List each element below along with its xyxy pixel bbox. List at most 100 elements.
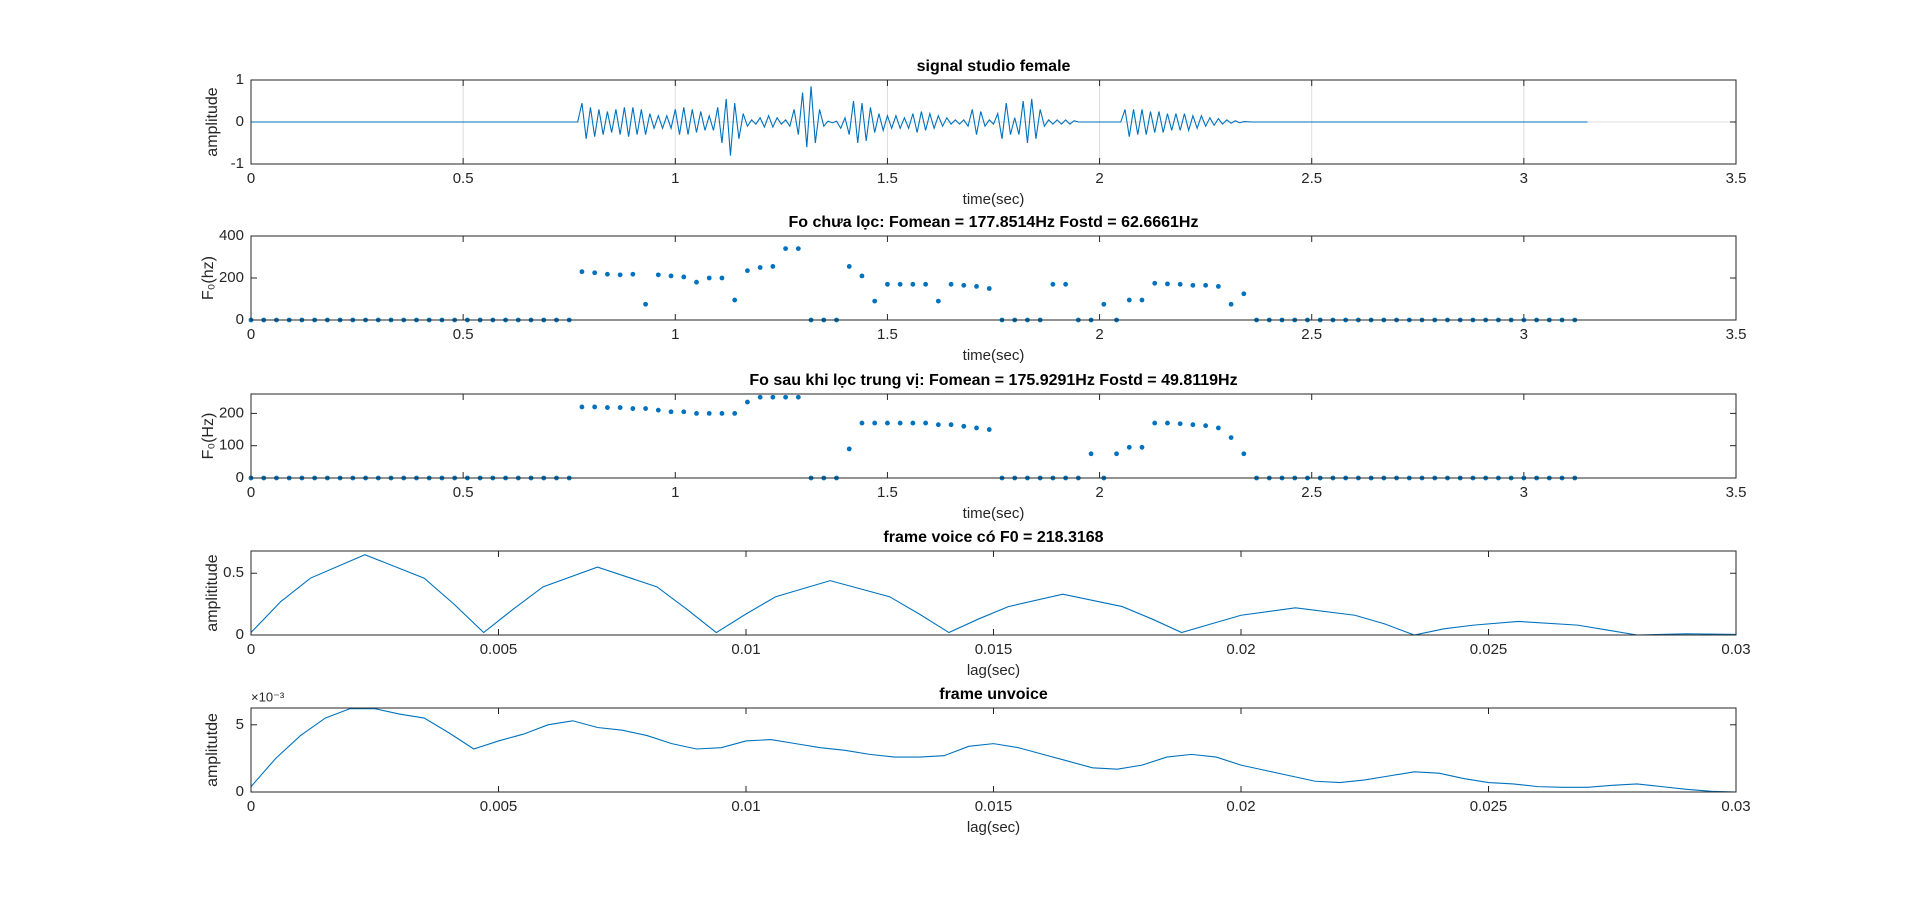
data-line [251, 86, 1588, 156]
data-point [668, 409, 674, 415]
axes-box [250, 550, 1737, 636]
y-axis-label: F₀(Hz) [200, 413, 217, 460]
data-point [1203, 423, 1209, 429]
data-point [885, 281, 890, 287]
axes-background [251, 708, 1736, 792]
x-tick-label: 0.025 [1470, 641, 1508, 658]
x-tick-label: 3.5 [1726, 170, 1747, 187]
subplot: 0 0.5 1 1.5 2 2.5 3 3.5 0 200 400 Fo chưa lọc: Fome… [200, 214, 1746, 364]
data-point [1126, 444, 1132, 450]
data-point [745, 399, 750, 405]
y-tick-label: -1 [231, 155, 244, 172]
data-point [1215, 284, 1221, 289]
y-exponent: ×10⁻³ [251, 689, 285, 704]
data-point [974, 425, 979, 431]
data-point [910, 281, 916, 287]
data-point [655, 407, 661, 413]
x-axis-label: time(sec) [963, 505, 1025, 522]
data-point [859, 420, 865, 426]
x-tick-label: 3 [1520, 484, 1528, 501]
x-tick-label: 0.005 [480, 798, 518, 815]
subplot: 0 0.5 1 1.5 2 2.5 3 3.5 0 100 200 Fo sau khi lọc tr… [200, 372, 1746, 522]
data-point [757, 265, 763, 270]
data-point [986, 286, 992, 291]
data-point [948, 422, 954, 428]
data-point [872, 298, 878, 304]
data-point [719, 410, 725, 416]
axes-background [251, 236, 1736, 320]
data-point [846, 264, 852, 269]
y-tick-label: 0.5 [223, 564, 244, 581]
x-tick-label: 0 [247, 641, 255, 658]
data-point [1152, 280, 1158, 286]
y-tick-label: 0 [236, 469, 244, 486]
data-point [1190, 282, 1196, 288]
data-point [923, 281, 929, 287]
data-point [1177, 281, 1183, 287]
x-tick-label: 0.5 [453, 170, 474, 187]
y-tick-label: 0 [236, 626, 244, 643]
axes-box [250, 393, 1737, 479]
data-point [1126, 297, 1132, 303]
x-tick-label: 0.005 [480, 641, 518, 658]
y-tick-label: 200 [219, 404, 244, 421]
x-tick-label: 0.5 [453, 484, 474, 501]
data-point [643, 406, 648, 411]
data-point [630, 406, 636, 411]
data-point [897, 281, 903, 287]
data-point [961, 423, 967, 429]
data-point [1063, 281, 1069, 287]
data-point [617, 405, 623, 410]
data-point [795, 394, 801, 400]
data-point [668, 273, 674, 279]
x-tick-label: 3 [1520, 170, 1528, 187]
data-point [974, 284, 979, 289]
data-point [719, 275, 725, 281]
data-point [783, 246, 788, 252]
x-tick-label: 1.5 [877, 484, 898, 501]
x-tick-label: 3.5 [1726, 326, 1747, 343]
x-tick-label: 2.5 [1301, 484, 1322, 501]
data-point [1177, 421, 1183, 427]
data-point [1114, 451, 1119, 457]
data-point [935, 422, 941, 428]
data-point [1228, 435, 1234, 441]
y-tick-label: 200 [219, 269, 244, 286]
data-point [1101, 301, 1107, 307]
data-point [986, 427, 992, 432]
y-tick-label: 0 [236, 783, 244, 800]
data-point [961, 282, 967, 288]
x-tick-label: 2.5 [1301, 326, 1322, 343]
data-point [694, 410, 699, 416]
data-point [592, 270, 598, 276]
x-tick-label: 2 [1095, 326, 1103, 343]
data-point [706, 410, 712, 416]
axes-box [250, 79, 1737, 165]
data-point [617, 272, 623, 278]
x-tick-label: 0.5 [453, 326, 474, 343]
data-point [948, 281, 954, 287]
data-point [1203, 282, 1209, 288]
title: Fo chưa lọc: Fomean = 177.8514Hz Fostd =… [789, 214, 1199, 231]
x-tick-label: 0 [247, 326, 255, 343]
data-point [706, 275, 712, 281]
x-tick-label: 2 [1095, 484, 1103, 501]
data-point [770, 264, 776, 269]
data-point [1165, 420, 1170, 426]
x-axis-label: lag(sec) [967, 662, 1020, 679]
data-point [681, 409, 687, 415]
title: Fo sau khi lọc trung vị: Fomean = 175.92… [749, 372, 1237, 389]
x-tick-label: 1 [671, 484, 679, 501]
y-tick-label: 1 [236, 71, 244, 88]
x-tick-label: 0.015 [975, 798, 1013, 815]
data-point [897, 420, 903, 426]
x-tick-label: 0 [247, 798, 255, 815]
data-point [1139, 297, 1145, 303]
subplot: 0 0.005 0.01 0.015 0.02 0.025 0.03 0 0.5 frame vo… [204, 529, 1750, 679]
data-point [846, 446, 852, 452]
x-tick-label: 1 [671, 170, 679, 187]
data-point [1165, 281, 1170, 287]
title: signal studio female [917, 58, 1071, 75]
